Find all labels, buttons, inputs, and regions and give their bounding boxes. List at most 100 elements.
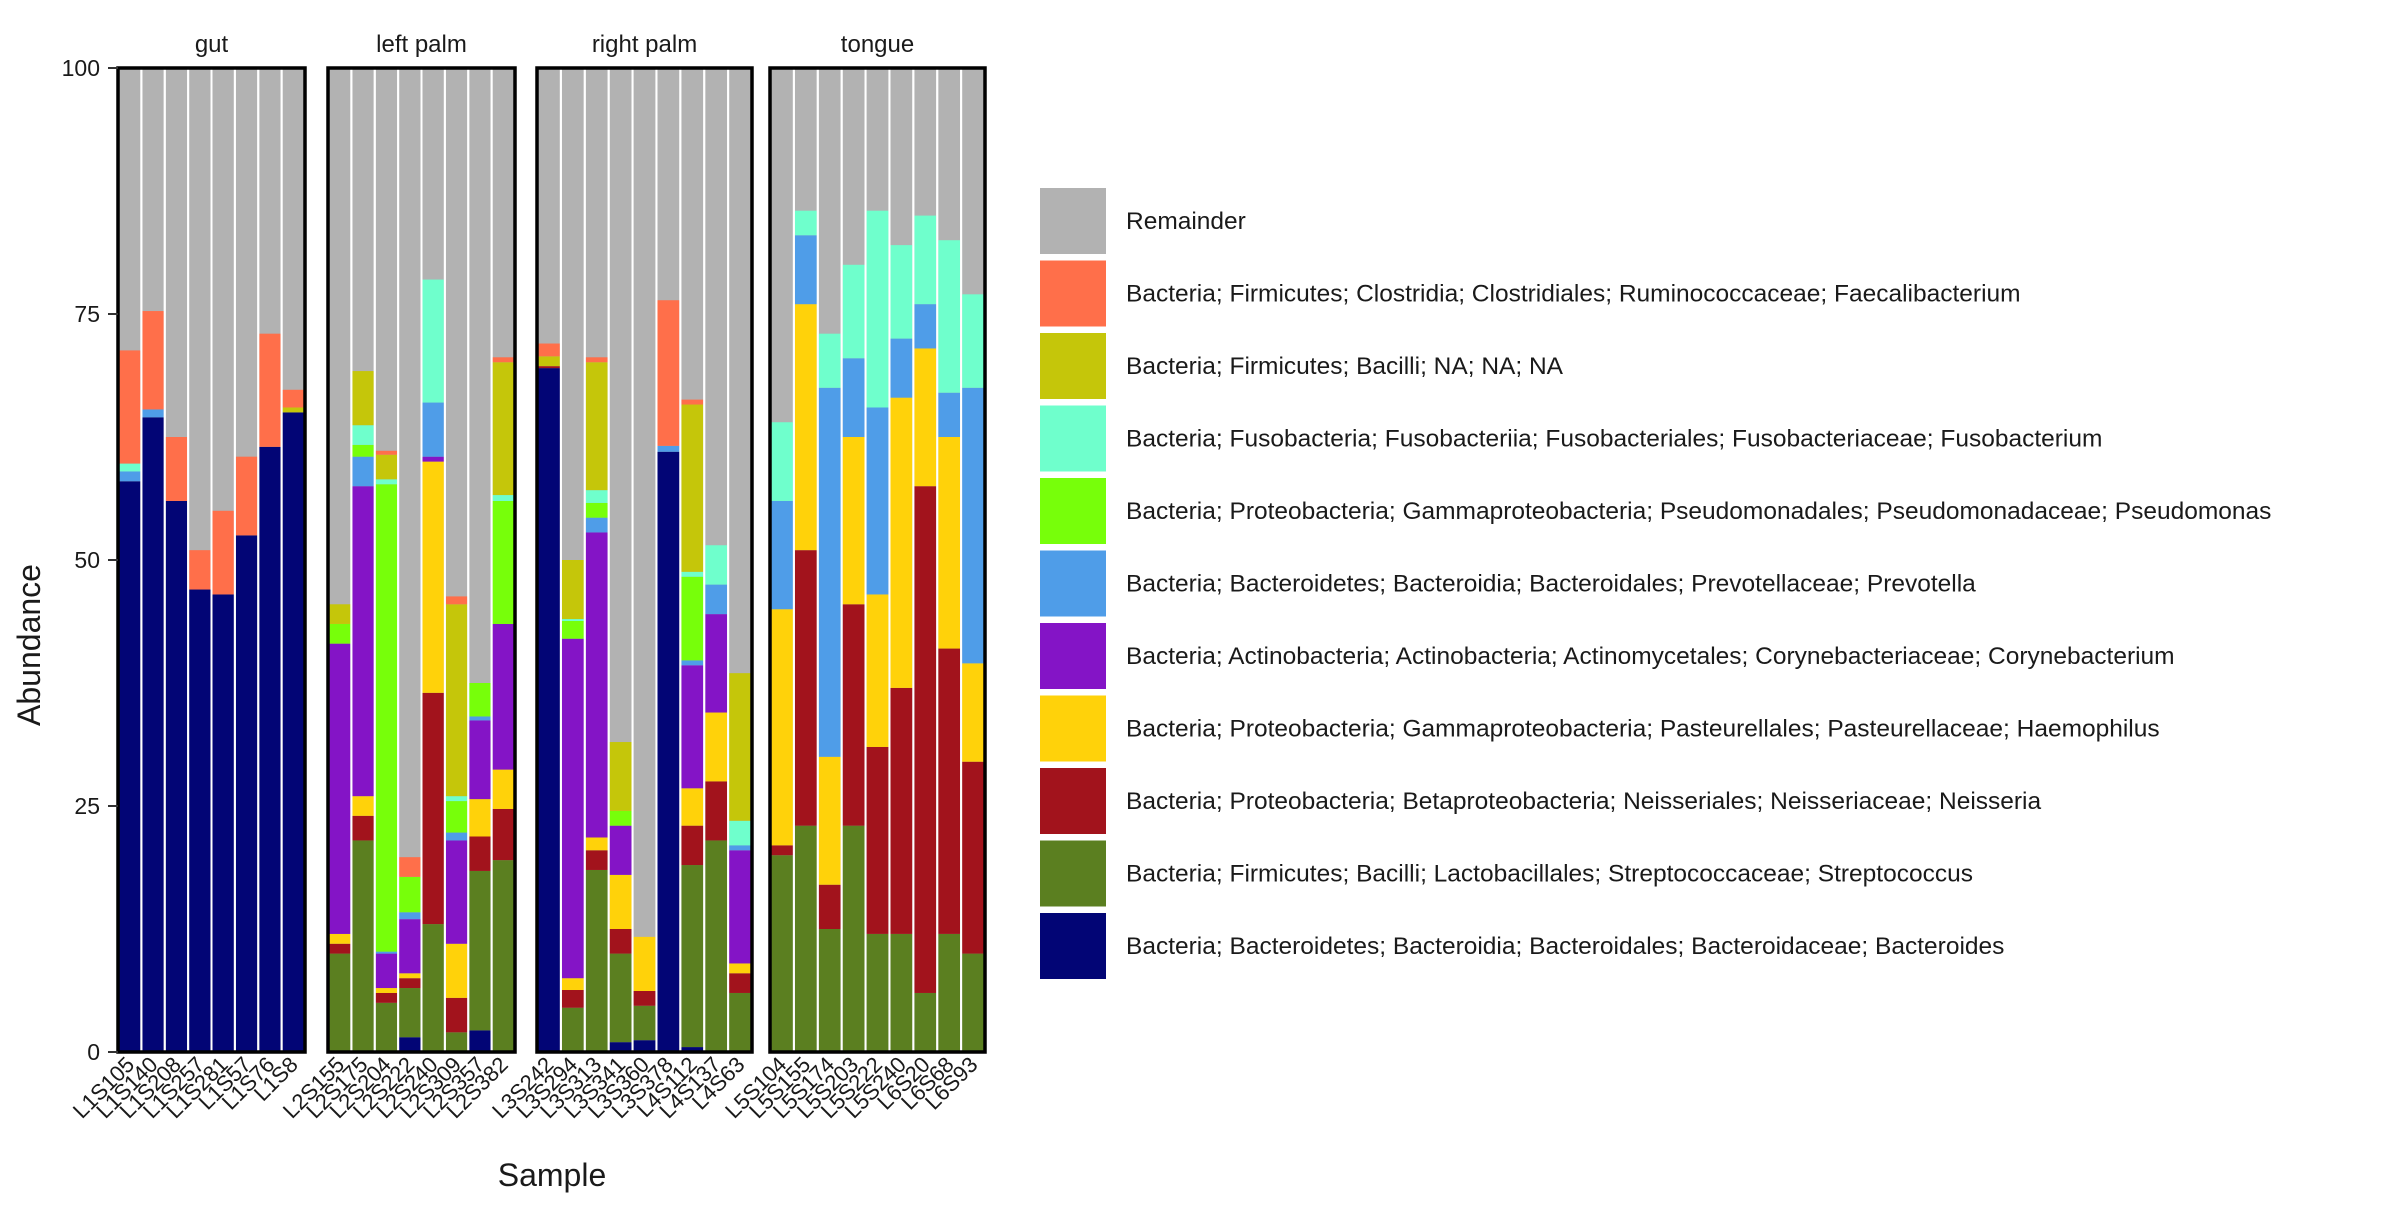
- bar-segment: [119, 350, 141, 464]
- legend-key: [1040, 333, 1106, 399]
- bar-segment: [399, 876, 421, 913]
- bar-segment: [561, 990, 584, 1008]
- bar-segment: [866, 210, 889, 408]
- bar-segment: [609, 810, 632, 826]
- bar-segment: [375, 951, 398, 954]
- bar-segment: [705, 840, 728, 1052]
- bar-segment: [729, 820, 751, 846]
- bar-segment: [375, 454, 398, 480]
- bar-segment: [445, 801, 468, 833]
- bar-segment: [585, 532, 608, 838]
- legend-label: Bacteria; Firmicutes; Bacilli; Lactobaci…: [1126, 861, 1973, 888]
- bar-segment: [842, 264, 865, 359]
- bar-segment: [189, 550, 211, 590]
- bar-segment: [492, 500, 514, 624]
- bar-segment: [938, 392, 961, 437]
- y-tick-label: 75: [74, 301, 100, 327]
- bar-segment: [329, 643, 351, 934]
- bar-segment: [609, 1042, 632, 1052]
- bar-segment: [771, 609, 793, 846]
- bar-segment: [771, 845, 793, 856]
- bar-segment: [585, 502, 608, 518]
- legend-key: [1040, 913, 1106, 979]
- bar-segment: [352, 486, 374, 797]
- bar-segment: [585, 850, 608, 870]
- bar-segment: [681, 576, 704, 661]
- bar-segment: [142, 311, 164, 410]
- y-tick-label: 25: [74, 793, 100, 819]
- bar-segment: [492, 623, 514, 770]
- legend-key: [1040, 623, 1106, 689]
- bar-segment: [729, 963, 751, 974]
- bar-segment: [771, 500, 793, 610]
- bar-segment: [399, 973, 421, 979]
- bar-segment: [212, 594, 234, 1052]
- bar-segment: [890, 245, 913, 339]
- bar-segment: [705, 781, 728, 841]
- bar-segment: [890, 933, 913, 1052]
- legend-label: Bacteria; Proteobacteria; Gammaproteobac…: [1126, 716, 2160, 743]
- bar-segment: [561, 638, 584, 979]
- legend-label: Bacteria; Actinobacteria; Actinobacteria…: [1126, 643, 2175, 670]
- bar-segment: [729, 973, 751, 993]
- bar-segment: [119, 481, 141, 1052]
- bar-segment: [681, 660, 704, 666]
- bar-segment: [445, 604, 468, 797]
- bar-segment: [681, 788, 704, 826]
- bar-segment: [657, 300, 680, 446]
- bar-segment: [729, 673, 751, 821]
- bar-segment: [375, 953, 398, 989]
- bar-segment: [914, 486, 937, 993]
- bar-segment: [866, 933, 889, 1052]
- bar-segment: [119, 471, 141, 482]
- bar-segment: [189, 589, 211, 1052]
- bar-segment: [866, 407, 889, 595]
- bar-segment: [794, 304, 817, 551]
- bar-segment: [914, 348, 937, 487]
- bar-segment: [375, 450, 398, 455]
- legend-label: Bacteria; Proteobacteria; Betaproteobact…: [1126, 788, 2041, 815]
- bar-segment: [561, 621, 584, 639]
- bar-segment: [142, 409, 164, 418]
- bar-segment: [235, 456, 258, 536]
- bar-segment: [794, 825, 817, 1052]
- bar-segment: [818, 756, 841, 885]
- bar-segment: [329, 953, 351, 1052]
- panel-frame: [326, 66, 517, 1054]
- legend-key: [1040, 840, 1106, 907]
- legend-label: Bacteria; Bacteroidetes; Bacteroidia; Ba…: [1126, 571, 1976, 598]
- facet-strip-label: left palm: [376, 31, 467, 58]
- bar-segment: [938, 933, 961, 1052]
- bar-segment: [259, 333, 281, 447]
- y-axis-title: Abundance: [11, 564, 47, 726]
- bar-segment: [399, 1037, 421, 1052]
- facet-strips: gut left palm right palm tongue: [195, 31, 914, 58]
- panel-frame: [535, 66, 754, 1054]
- y-tick-label: 0: [87, 1039, 100, 1065]
- bar-segment: [282, 412, 304, 1052]
- bar-segment: [445, 943, 468, 998]
- bar-segment: [962, 663, 984, 762]
- bar-segment: [492, 495, 514, 501]
- facet-strip-label: tongue: [841, 31, 914, 58]
- bar-segment: [657, 445, 680, 452]
- bar-segment: [818, 884, 841, 929]
- bar-segment: [538, 356, 560, 367]
- bar-segment: [705, 712, 728, 782]
- bar-segment: [352, 456, 374, 487]
- bar-segment: [818, 929, 841, 1052]
- bar-segment: [609, 953, 632, 1043]
- bar-segment: [445, 997, 468, 1033]
- y-axis: 0 25 50 75 100: [62, 55, 118, 1065]
- bar-segment: [842, 358, 865, 437]
- x-axis-title: Sample: [498, 1157, 607, 1193]
- bar-segment: [914, 304, 937, 349]
- bar-segment: [119, 463, 141, 472]
- bar-segment: [538, 366, 560, 369]
- legend-key: [1040, 260, 1106, 327]
- bar-segment: [818, 333, 841, 388]
- legend: Remainder Bacteria; Firmicutes; Clostridi…: [1040, 188, 2271, 979]
- legend-label: Bacteria; Bacteroidetes; Bacteroidia; Ba…: [1126, 933, 2004, 960]
